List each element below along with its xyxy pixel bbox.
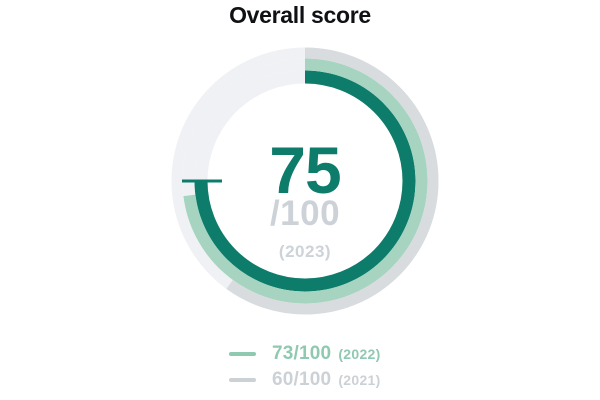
legend: 73/100 (2022) 60/100 (2021) (229, 341, 381, 393)
legend-value: 73/100 (272, 343, 332, 364)
legend-dash-icon (229, 378, 256, 382)
page-title: Overall score (229, 2, 371, 28)
score-value: 75 (269, 133, 340, 207)
legend-year: (2021) (338, 372, 381, 388)
ring-2021 (171, 47, 439, 315)
ring-2022 (182, 58, 428, 304)
legend-item-2021: 60/100 (2021) (229, 367, 381, 393)
legend-dash-icon (229, 352, 256, 356)
legend-item-2022: 73/100 (2022) (229, 341, 381, 367)
legend-value: 60/100 (272, 369, 332, 390)
score-year-label: (2023) (279, 242, 331, 261)
legend-year: (2022) (338, 346, 381, 362)
score-denominator: /100 (270, 194, 340, 233)
